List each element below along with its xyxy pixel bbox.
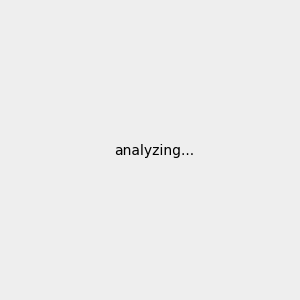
Text: analyzing...: analyzing... bbox=[114, 145, 194, 158]
